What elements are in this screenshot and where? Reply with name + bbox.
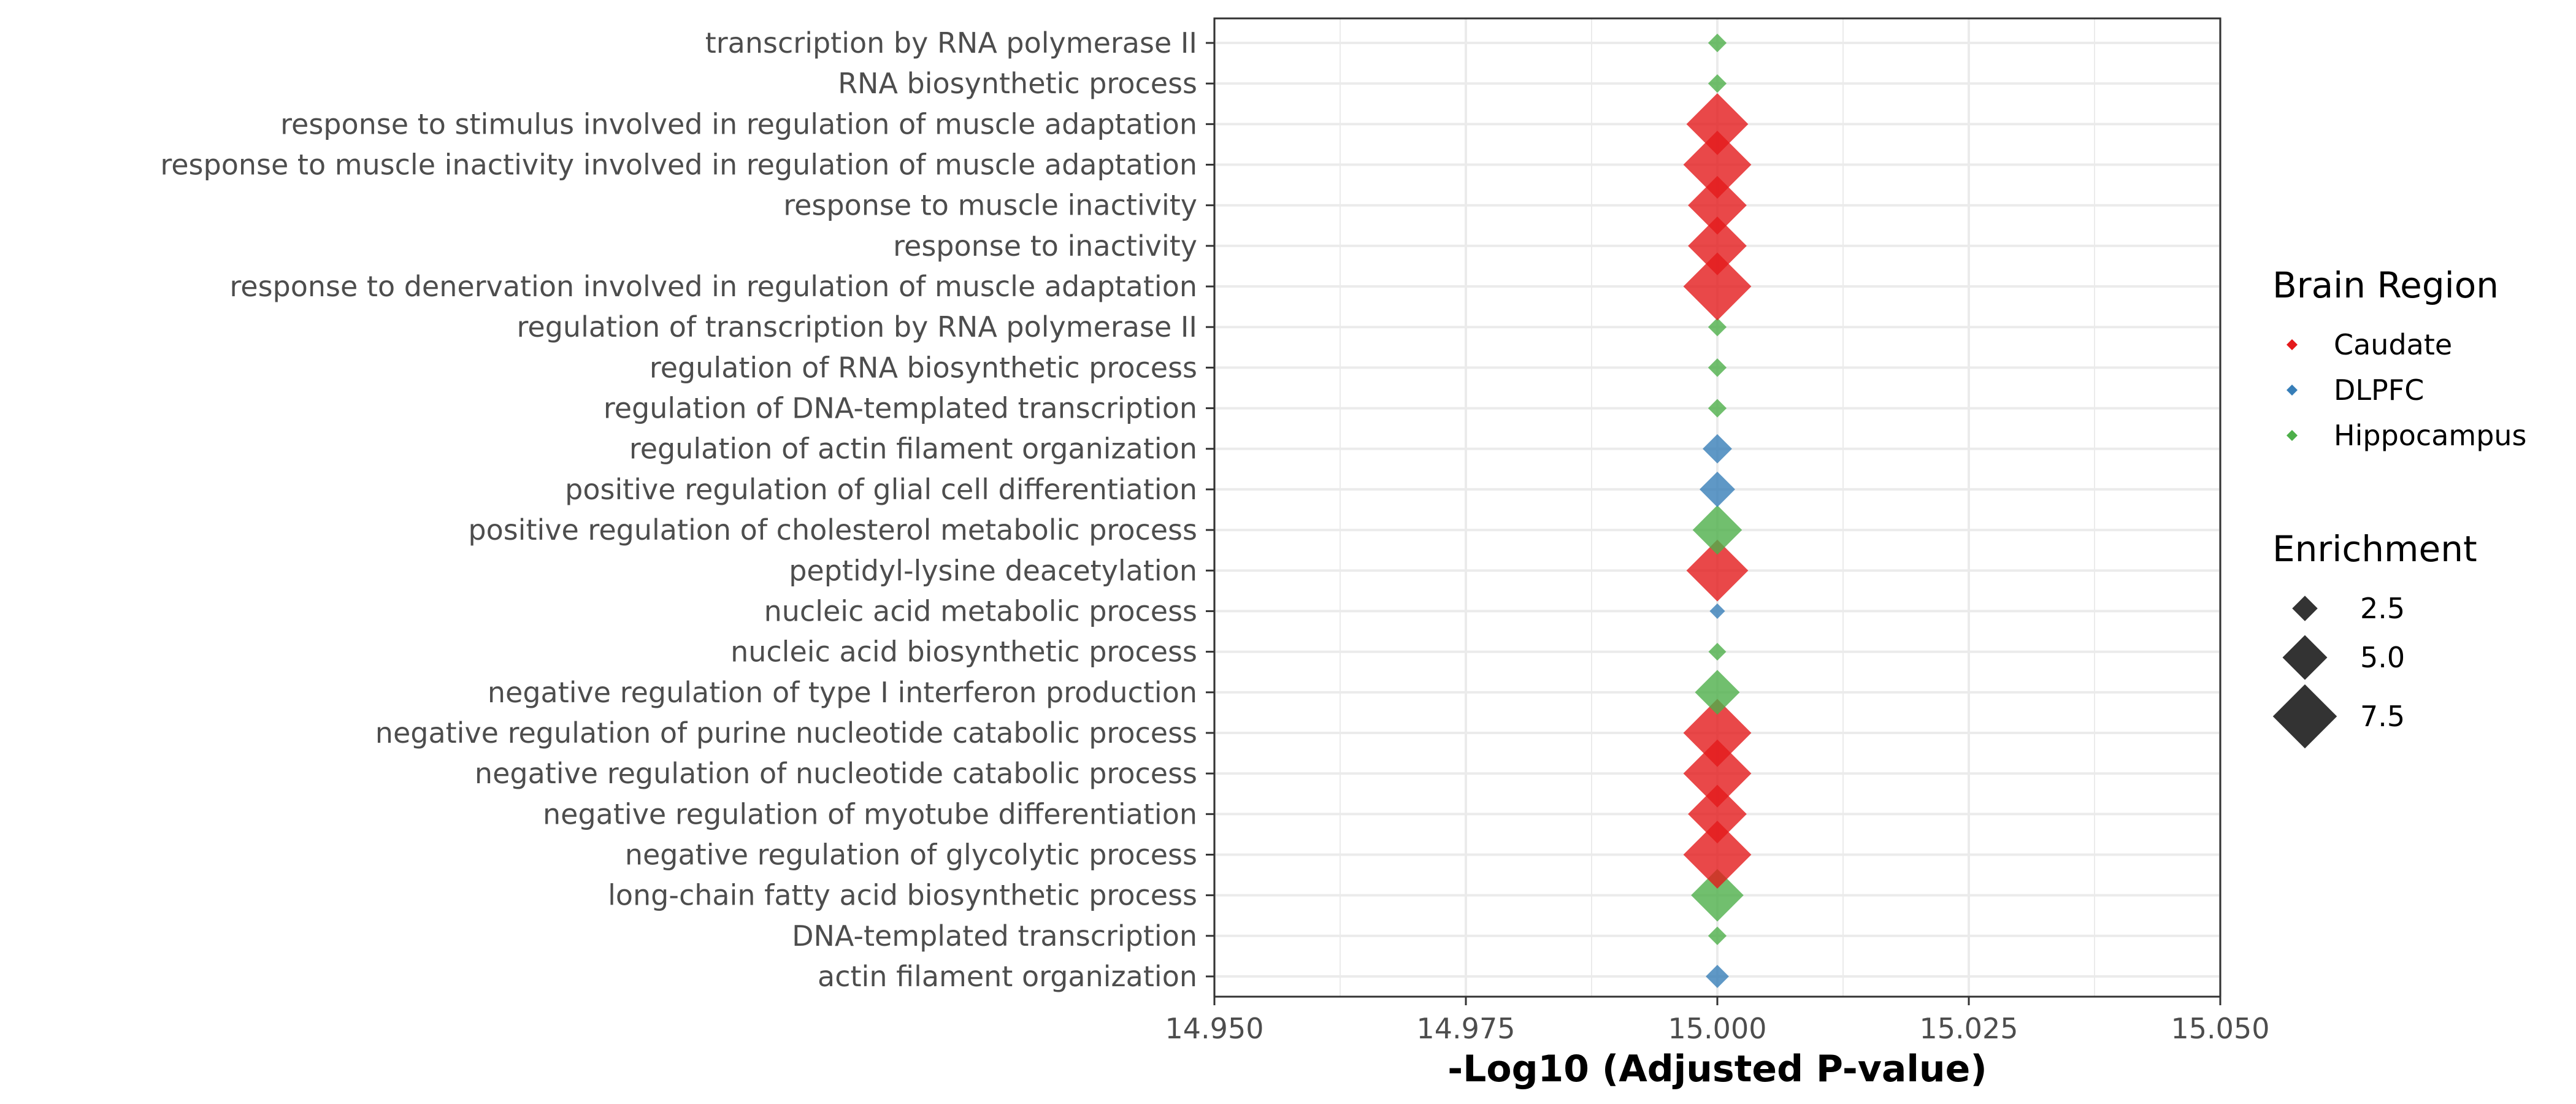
legend-size-label: 5.0 bbox=[2360, 641, 2405, 674]
y-tick-label: actin filament organization bbox=[818, 960, 1197, 993]
data-point bbox=[1683, 739, 1752, 808]
legend-key-dlpfc bbox=[2287, 385, 2298, 396]
y-tick-label: regulation of actin filament organizatio… bbox=[629, 432, 1197, 466]
y-tick-label: response to inactivity bbox=[893, 229, 1197, 263]
data-point bbox=[1688, 217, 1747, 275]
data-point bbox=[1703, 434, 1732, 464]
y-tick-label: RNA biosynthetic process bbox=[838, 67, 1197, 100]
y-tick-label: peptidyl-lysine deacetylation bbox=[789, 554, 1197, 587]
y-tick-label: negative regulation of myotube different… bbox=[543, 797, 1197, 830]
data-point bbox=[1708, 74, 1727, 93]
y-axis: actin filament organization DNA-templated… bbox=[160, 26, 1214, 993]
data-point bbox=[1692, 505, 1742, 555]
data-point bbox=[1683, 252, 1752, 321]
legend-size-key bbox=[2292, 596, 2318, 621]
y-tick-label: response to muscle inactivity involved i… bbox=[160, 148, 1197, 182]
y-tick-label: regulation of RNA biosynthetic process bbox=[650, 351, 1197, 384]
y-tick-label: regulation of transcription by RNA polym… bbox=[517, 310, 1197, 343]
data-points bbox=[1683, 33, 1752, 988]
data-point bbox=[1700, 471, 1735, 507]
data-point bbox=[1708, 358, 1727, 377]
x-tick-label: 15.000 bbox=[1668, 1012, 1767, 1045]
data-point bbox=[1709, 603, 1725, 619]
legend-size-label: 7.5 bbox=[2360, 700, 2405, 733]
data-point bbox=[1695, 670, 1740, 715]
y-tick-label: negative regulation of type I interferon… bbox=[488, 676, 1197, 709]
data-point bbox=[1691, 868, 1744, 922]
legend-brain-region-title: Brain Region bbox=[2272, 264, 2499, 306]
legend-size-key bbox=[2282, 635, 2328, 680]
y-tick-label: response to stimulus involved in regulat… bbox=[280, 107, 1197, 140]
legend-size-key bbox=[2272, 684, 2337, 749]
data-point bbox=[1708, 643, 1727, 661]
data-point bbox=[1683, 131, 1752, 199]
x-tick-label: 14.950 bbox=[1165, 1012, 1264, 1045]
x-axis-title: -Log10 (Adjusted P-value) bbox=[1447, 1048, 1987, 1091]
data-point bbox=[1686, 93, 1749, 155]
x-tick-label: 15.050 bbox=[2171, 1012, 2270, 1045]
y-tick-label: nucleic acid metabolic process bbox=[764, 594, 1197, 627]
legend-brain-region: Brain Region Caudate DLPFC Hippocampus bbox=[2272, 264, 2527, 452]
legend-label-hippocampus: Hippocampus bbox=[2334, 419, 2527, 452]
data-point bbox=[1706, 965, 1729, 988]
data-point bbox=[1686, 539, 1749, 602]
legend-label-caudate: Caudate bbox=[2334, 328, 2452, 361]
y-tick-label: long-chain fatty acid biosynthetic proce… bbox=[608, 879, 1197, 912]
legend-enrichment: Enrichment 2.5 5.0 7.5 bbox=[2272, 528, 2477, 749]
data-point bbox=[1683, 821, 1752, 889]
y-tick-label: negative regulation of glycolytic proces… bbox=[625, 838, 1197, 871]
data-point bbox=[1708, 318, 1727, 337]
x-axis: 14.950 14.975 15.000 15.025 15.050 bbox=[1165, 997, 2270, 1045]
y-tick-label: positive regulation of cholesterol metab… bbox=[468, 513, 1197, 546]
y-tick-label: negative regulation of purine nucleotide… bbox=[375, 716, 1197, 749]
y-tick-label: response to muscle inactivity bbox=[783, 189, 1197, 222]
legend-enrichment-title: Enrichment bbox=[2272, 528, 2477, 570]
data-point bbox=[1708, 399, 1727, 418]
data-point bbox=[1688, 784, 1747, 844]
data-point bbox=[1688, 175, 1747, 235]
y-tick-label: transcription by RNA polymerase II bbox=[705, 26, 1197, 59]
legend-size-label: 2.5 bbox=[2360, 592, 2405, 625]
y-tick-label: nucleic acid biosynthetic process bbox=[730, 635, 1197, 669]
legend-key-hippocampus bbox=[2287, 430, 2298, 441]
legend-key-caudate bbox=[2287, 339, 2298, 350]
data-point bbox=[1683, 699, 1752, 767]
x-tick-label: 15.025 bbox=[1920, 1012, 2018, 1045]
y-tick-label: regulation of DNA-templated transcriptio… bbox=[604, 392, 1197, 425]
data-point bbox=[1708, 926, 1727, 945]
y-tick-label: response to denervation involved in regu… bbox=[229, 270, 1197, 303]
legend-label-dlpfc: DLPFC bbox=[2334, 374, 2424, 407]
y-tick-label: DNA-templated transcription bbox=[792, 919, 1197, 953]
y-tick-label: negative regulation of nucleotide catabo… bbox=[475, 757, 1197, 790]
y-tick-label: positive regulation of glial cell differ… bbox=[565, 473, 1197, 506]
data-point bbox=[1708, 33, 1727, 53]
x-tick-label: 14.975 bbox=[1417, 1012, 1516, 1045]
